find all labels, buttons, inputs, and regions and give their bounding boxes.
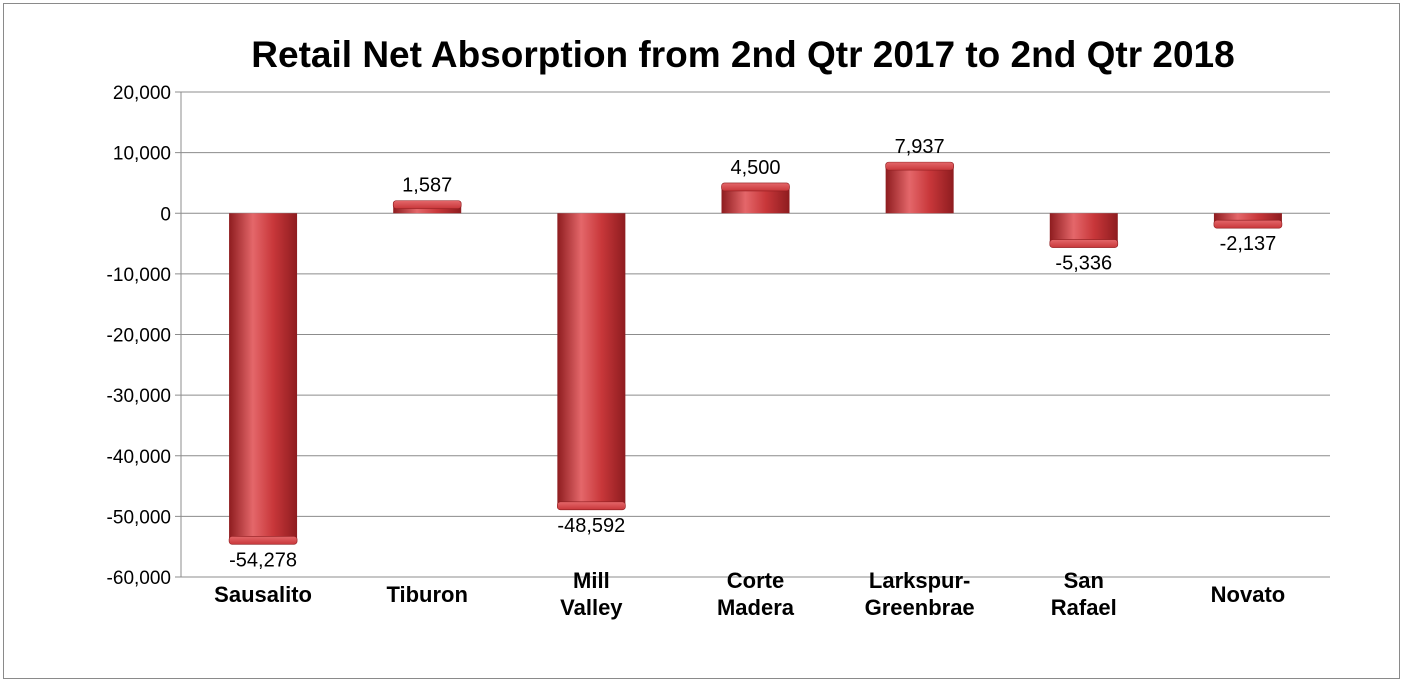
bar-group (1049, 213, 1119, 248)
data-label: 4,500 (730, 157, 780, 179)
bar-cap (721, 182, 790, 192)
category-label: Rafael (1051, 595, 1117, 620)
category-label: Corte (727, 568, 784, 593)
chart-frame: Retail Net Absorption from 2nd Qtr 2017 … (3, 3, 1400, 679)
y-tick-label: -50,000 (107, 507, 171, 528)
y-tick-label: -60,000 (107, 568, 171, 589)
chart-title: Retail Net Absorption from 2nd Qtr 2017 … (251, 34, 1234, 75)
bar-group (721, 182, 790, 214)
bar-cap (228, 536, 298, 545)
bar-chart: Retail Net Absorption from 2nd Qtr 2017 … (107, 34, 1330, 620)
data-label: -48,592 (557, 515, 625, 537)
bar-group (1213, 213, 1283, 229)
bar-cap (1213, 219, 1283, 229)
category-label: Greenbrae (865, 595, 975, 620)
bar-cap (1049, 239, 1119, 248)
y-tick-label: 20,000 (113, 83, 171, 104)
data-label: 1,587 (402, 175, 452, 197)
category-label: San (1064, 568, 1104, 593)
category-label: Madera (717, 595, 795, 620)
bar (885, 165, 954, 214)
category-label: Sausalito (214, 582, 312, 607)
data-label: -5,336 (1055, 253, 1112, 275)
data-label: -2,137 (1220, 233, 1277, 255)
y-tick-label: 10,000 (113, 144, 171, 165)
y-tick-label: -40,000 (107, 447, 171, 468)
y-tick-label: -10,000 (107, 265, 171, 286)
bar-group (392, 200, 462, 214)
category-label: Valley (560, 595, 623, 620)
category-label: Mill (573, 568, 610, 593)
category-label: Novato (1211, 582, 1286, 607)
bar (229, 213, 298, 543)
bar-group (885, 161, 954, 214)
bar-group (557, 213, 626, 511)
bar-cap (885, 161, 954, 171)
category-label: Tiburon (386, 582, 467, 607)
data-label: 7,937 (895, 136, 945, 158)
bar-cap (557, 501, 626, 511)
y-tick-label: -20,000 (107, 326, 171, 347)
bar-group (228, 213, 298, 545)
category-label: Larkspur- (869, 568, 970, 593)
bar (557, 213, 626, 508)
y-tick-label: -30,000 (107, 386, 171, 407)
bar-cap (392, 200, 462, 209)
y-tick-label: 0 (160, 204, 171, 225)
data-label: -54,278 (229, 549, 297, 571)
